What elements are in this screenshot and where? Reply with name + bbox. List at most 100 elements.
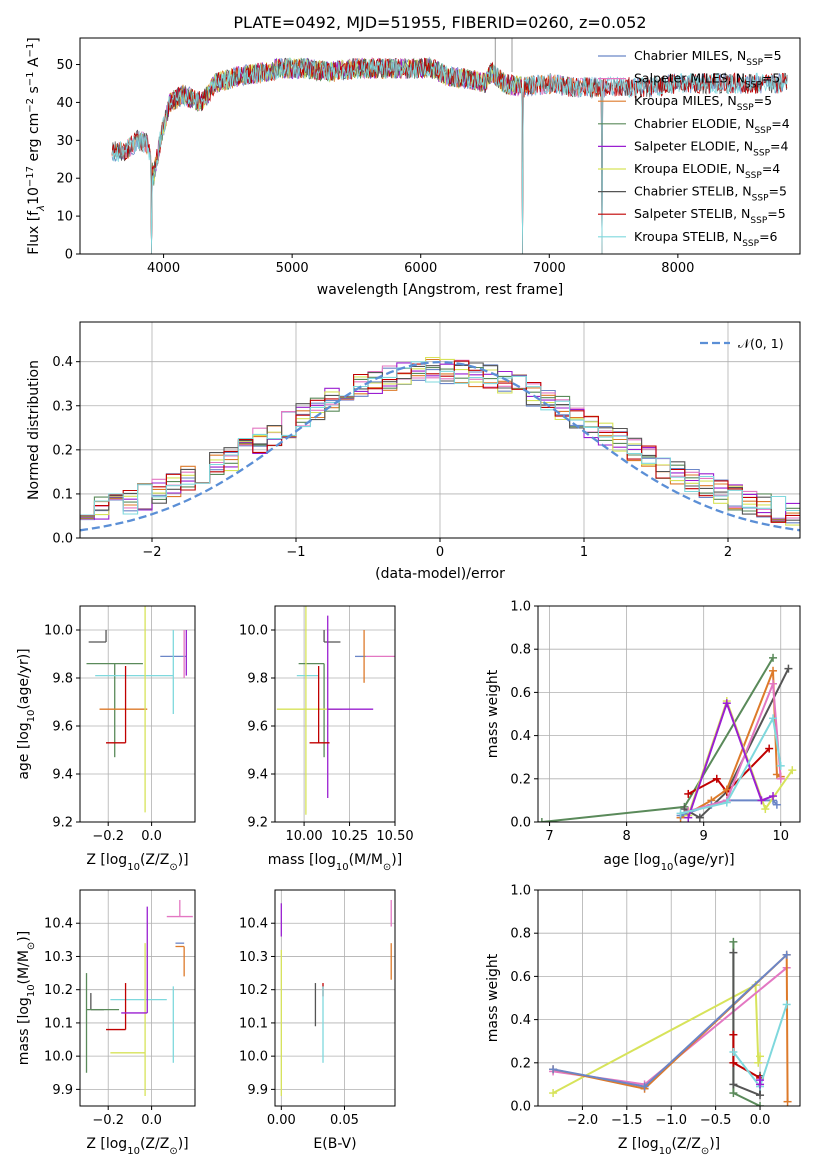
legend-entry-tail: =4 — [762, 161, 780, 176]
y-tick-label: 0 — [65, 248, 73, 263]
y-axis-label: age [log10(age/yr)] — [16, 648, 37, 779]
legend-entry-name: Chabrier STELIB, N — [634, 184, 752, 199]
x-tick-label: 10 — [772, 829, 789, 844]
x-axis-label-part: (Z/Z — [140, 1136, 169, 1152]
y-tick-label: 10.2 — [239, 983, 268, 998]
x-axis-label: Z [log10(Z/Z⊙)] — [86, 852, 188, 873]
x-tick-label: −1.0 — [655, 1113, 687, 1128]
x-tick-label: 7 — [545, 829, 553, 844]
x-axis-label: Z [log10(Z/Z⊙)] — [618, 1136, 720, 1157]
x-tick-label: 10.50 — [376, 829, 413, 844]
x-tick-label: −2.0 — [567, 1113, 599, 1128]
legend-entry-sub: SSP — [745, 171, 762, 181]
y-tick-label: 0.4 — [510, 1013, 531, 1028]
y-tick-label: 0.4 — [510, 729, 531, 744]
legend-entry-tail: =5 — [762, 71, 780, 86]
y-tick-label: 10 — [56, 210, 73, 225]
y-tick-label: 0.4 — [52, 355, 73, 370]
x-axis-label-part: 10 — [661, 862, 674, 873]
y-axis-label-part: A — [26, 57, 42, 71]
y-axis-label-part: s — [26, 86, 42, 98]
x-axis-label-part: 10 — [127, 1146, 140, 1157]
x-axis-label-part: 10 — [127, 862, 140, 873]
y-tick-label: 0.2 — [510, 1056, 531, 1071]
axes-frame — [274, 889, 396, 1107]
legend-entry: Chabrier ELODIE, NSSP=4 — [634, 116, 790, 136]
x-tick-label: 7000 — [533, 261, 566, 276]
y-axis-label: mass [log10(M/M⊙)] — [16, 931, 37, 1065]
y-axis-label-part: 10 — [26, 984, 37, 997]
y-axis-label-part: )] — [16, 931, 32, 942]
y-tick-label: 1.0 — [510, 884, 531, 899]
mass-weight-line — [680, 715, 782, 815]
y-tick-label: 50 — [56, 58, 73, 73]
legend-entry-name: Kroupa MILES, N — [634, 93, 737, 108]
x-axis-label-part: ⊙ — [169, 862, 177, 873]
x-tick-label: −0.2 — [92, 1113, 124, 1128]
x-axis-label: E(B-V) — [313, 1136, 356, 1152]
legend-entry-sub: SSP — [746, 58, 763, 68]
y-tick-label: 0.2 — [510, 772, 531, 787]
mass-weight-line — [552, 983, 761, 1094]
plot-area — [276, 606, 395, 815]
histogram-step — [80, 361, 800, 516]
mass-weight-line — [687, 700, 774, 819]
x-tick-label: 0.00 — [267, 1113, 296, 1128]
x-tick-label: 4000 — [147, 261, 180, 276]
plot-area — [80, 356, 800, 532]
spectrum-panel: 4000 5000 6000 7000 8000 0 10 20 30 40 50 Chabrier … — [25, 37, 801, 298]
x-axis-label-part: 10 — [659, 1146, 672, 1157]
legend-entry-sub: SSP — [752, 194, 769, 204]
y-axis-label: mass weight — [485, 669, 501, 758]
mass-vs-metallicity-panel: −0.2 0.09.910.010.110.210.310.4Z [log10(Z… — [16, 889, 196, 1157]
x-tick-label: 6000 — [404, 261, 437, 276]
x-tick-label: 0.0 — [141, 1113, 162, 1128]
legend-entry-tail: =4 — [771, 116, 789, 131]
y-tick-label: 10.2 — [44, 983, 73, 998]
legend-entry-name: Salpeter MILES, N — [634, 71, 745, 86]
x-tick-label: 0.05 — [330, 1113, 359, 1128]
x-axis-label-part: (Z/Z — [671, 1136, 700, 1152]
x-tick-label: 0.0 — [141, 829, 162, 844]
mass-vs-ebv-panel: 0.00 0.05 9.9 10.0 10.1 10.2 10.3 10.4 E(B-V) — [239, 889, 396, 1152]
y-axis-label-part: Flux [f — [26, 210, 42, 255]
y-axis-label-part: −17 — [25, 166, 36, 187]
legend-entry: Kroupa ELODIE, NSSP=4 — [634, 161, 780, 181]
normal-curve — [80, 360, 800, 532]
y-tick-label: 10.1 — [239, 1016, 268, 1031]
x-tick-label: 0.0 — [750, 1113, 771, 1128]
mass-weight-line — [541, 657, 774, 822]
legend-entry-tail: =5 — [754, 93, 772, 108]
x-tick-label: 10.00 — [285, 829, 322, 844]
y-tick-label: 40 — [56, 96, 73, 111]
legend-entry: Salpeter STELIB, NSSP=5 — [634, 206, 786, 226]
legend-entry-tail: =5 — [769, 184, 787, 199]
legend-entry: Chabrier STELIB, NSSP=5 — [634, 184, 787, 204]
x-axis-label: (data-model)/error — [375, 566, 505, 582]
y-axis-label-part: (M/M — [16, 950, 32, 984]
y-tick-label: 0.8 — [510, 643, 531, 658]
y-axis-label-part: −2 — [25, 98, 36, 113]
x-axis-label-part: 10 — [336, 862, 349, 873]
residual-histogram-panel: −2 −1 0 1 2 0.0 0.1 0.2 0.3 0.4 𝒩(0, 1) (data-model… — [26, 321, 801, 582]
massweight-vs-metallicity-panel: −2.0 −1.5 −1.0 −0.5 0.0 0.0 0.2 0.4 0.6 0.8 1.0 Z [… — [485, 884, 801, 1157]
y-tick-label: 9.6 — [247, 720, 268, 735]
y-tick-label: 10.0 — [239, 624, 268, 639]
x-axis-label-part: Z [log — [86, 852, 127, 868]
plot-area — [280, 899, 392, 1097]
mass-weight-line — [688, 683, 782, 813]
x-axis-label-part: (Z/Z — [140, 852, 169, 868]
y-axis-label-part: −1 — [25, 43, 36, 58]
mass-weight-line — [552, 954, 788, 1088]
y-tick-label: 9.9 — [52, 1083, 73, 1098]
axes-frame — [537, 889, 801, 1107]
x-axis-label: age [log10(age/yr)] — [603, 852, 734, 873]
x-axis-label-part: Z [log — [86, 1136, 127, 1152]
y-axis-label-part: ] — [26, 37, 42, 42]
y-axis-label-part: (age/yr)] — [16, 648, 32, 709]
y-tick-label: 10.3 — [239, 950, 268, 965]
legend-entry-sub: SSP — [737, 103, 754, 113]
y-tick-label: 20 — [56, 172, 73, 187]
legend-entry-sub: SSP — [742, 239, 759, 249]
